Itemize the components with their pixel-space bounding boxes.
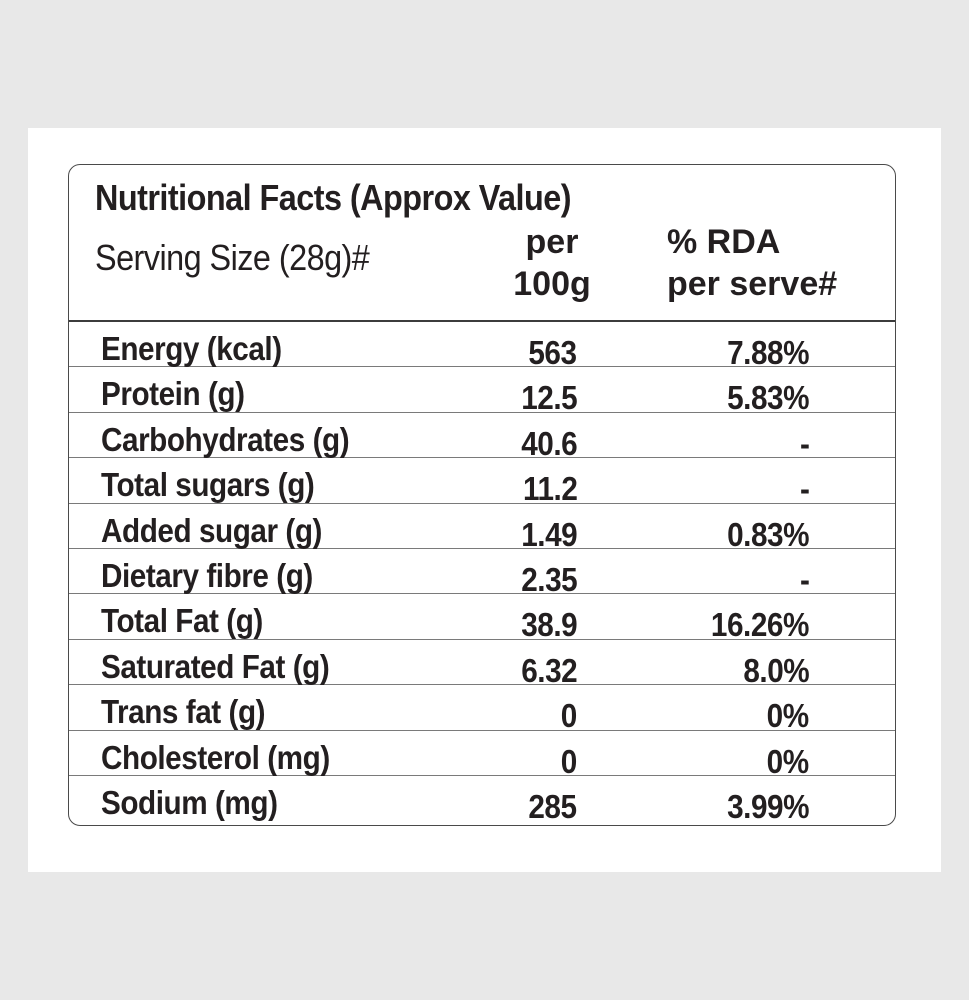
table-row: Sodium (mg) 285 3.99% — [69, 776, 895, 825]
nutrient-rda: - — [799, 560, 810, 598]
nutrient-name: Total sugars (g) — [101, 466, 315, 504]
nutrient-per-100g: 6.32 — [520, 651, 577, 689]
nutrient-rda: 0% — [766, 742, 809, 780]
nutrient-per-100g: 563 — [528, 334, 578, 371]
table-row: Total sugars (g) 11.2 - — [69, 458, 895, 507]
nutrient-rda: 8.0% — [743, 651, 809, 689]
nutrient-per-100g: 285 — [528, 787, 578, 825]
nutrient-rda: 5.83% — [727, 379, 809, 417]
nutrient-name: Cholesterol (mg) — [101, 738, 330, 776]
table-row: Saturated Fat (g) 6.32 8.0% — [69, 640, 895, 689]
nutrient-per-100g: 12.5 — [520, 379, 577, 417]
column-header-rda-line1: % RDA — [667, 223, 781, 261]
table-row: Added sugar (g) 1.49 0.83% — [69, 504, 895, 553]
table-row: Dietary fibre (g) 2.35 - — [69, 549, 895, 598]
serving-size: Serving Size (28g)# — [95, 237, 370, 278]
table-row: Energy (kcal) 563 7.88% — [69, 322, 895, 371]
nutrition-facts-panel: Nutritional Facts (Approx Value) Serving… — [68, 164, 896, 826]
nutrient-name: Carbohydrates (g) — [101, 420, 350, 458]
nutrient-name: Trans fat (g) — [101, 693, 266, 731]
nutrient-rda: 3.99% — [727, 787, 809, 825]
nutrient-name: Dietary fibre (g) — [101, 556, 313, 594]
nutrient-rda: - — [799, 424, 810, 462]
nutrient-name: Total Fat (g) — [101, 602, 263, 640]
table-row: Carbohydrates (g) 40.6 - — [69, 413, 895, 462]
nutrient-rda: 0% — [766, 697, 809, 735]
nutrient-rda: 0.83% — [727, 515, 809, 553]
column-header-rda: % RDA per serve# — [667, 221, 837, 305]
nutrient-per-100g: 11.2 — [522, 470, 578, 508]
nutrient-rda: 7.88% — [727, 334, 809, 371]
nutrient-rda: - — [799, 470, 810, 508]
table-row: Protein (g) 12.5 5.83% — [69, 367, 895, 416]
nutrient-name: Sodium (mg) — [101, 783, 278, 821]
nutrient-rda: 16.26% — [710, 606, 809, 644]
column-header-per-100g: per 100g — [507, 221, 597, 305]
table-row: Cholesterol (mg) 0 0% — [69, 731, 895, 780]
nutrient-name: Added sugar (g) — [101, 511, 322, 549]
nutrient-name: Saturated Fat (g) — [101, 647, 330, 685]
table-row: Trans fat (g) 0 0% — [69, 685, 895, 734]
table-row: Total Fat (g) 38.9 16.26% — [69, 594, 895, 643]
nutrient-name: Protein (g) — [101, 375, 245, 413]
column-header-per-100g-line1: per — [525, 223, 579, 261]
nutrition-header: Nutritional Facts (Approx Value) Serving… — [69, 165, 895, 322]
nutrient-per-100g: 2.35 — [520, 560, 577, 598]
nutrient-per-100g: 0 — [560, 697, 578, 735]
column-header-rda-line2: per serve# — [667, 265, 838, 303]
nutrient-per-100g: 1.49 — [520, 515, 577, 553]
nutrient-per-100g: 0 — [560, 742, 578, 780]
nutrient-per-100g: 40.6 — [520, 424, 577, 462]
nutrition-rows: Energy (kcal) 563 7.88% Protein (g) 12.5… — [69, 322, 895, 825]
nutrient-per-100g: 38.9 — [520, 606, 577, 644]
nutrition-title: Nutritional Facts (Approx Value) — [95, 177, 572, 218]
nutrient-name: Energy (kcal) — [101, 330, 282, 367]
column-header-per-100g-line2: 100g — [513, 265, 591, 303]
label-card: Nutritional Facts (Approx Value) Serving… — [28, 128, 941, 872]
